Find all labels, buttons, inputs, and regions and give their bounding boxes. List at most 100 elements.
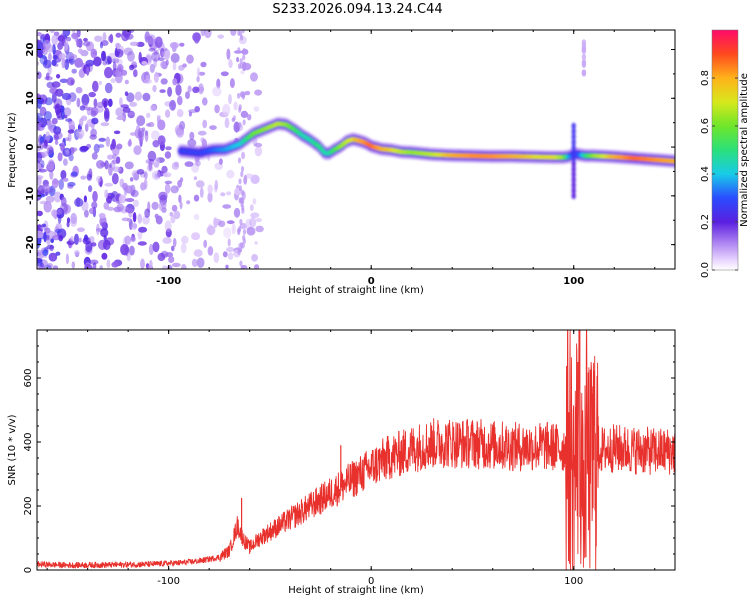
ridge-streak bbox=[571, 181, 576, 189]
noise-blob bbox=[240, 166, 245, 172]
noise-blob bbox=[89, 236, 95, 244]
noise-blob bbox=[140, 258, 145, 269]
noise-blob bbox=[193, 249, 203, 257]
noise-blob bbox=[231, 117, 236, 123]
snr-frame bbox=[36, 329, 676, 571]
noise-blob bbox=[67, 129, 75, 134]
noise-blob bbox=[203, 239, 208, 248]
noise-blob bbox=[169, 99, 177, 111]
noise-blob bbox=[50, 238, 54, 244]
noise-blob bbox=[67, 181, 76, 187]
noise-blob bbox=[37, 168, 47, 173]
noise-blob bbox=[151, 103, 158, 111]
spectrogram-ridge bbox=[176, 116, 675, 200]
noise-blob bbox=[101, 252, 108, 260]
noise-blob bbox=[55, 88, 64, 97]
noise-blob bbox=[65, 149, 70, 155]
noise-blob bbox=[98, 212, 106, 219]
noise-blob bbox=[240, 265, 244, 269]
noise-blob bbox=[172, 62, 177, 71]
noise-blob bbox=[77, 133, 83, 140]
noise-blob bbox=[37, 163, 45, 170]
noise-blob bbox=[59, 144, 65, 151]
noise-blob bbox=[70, 171, 78, 177]
noise-blob bbox=[81, 93, 90, 106]
noise-blob bbox=[241, 30, 245, 34]
noise-blob bbox=[124, 161, 134, 170]
noise-blob bbox=[239, 260, 243, 267]
noise-blob bbox=[119, 97, 123, 107]
noise-blob bbox=[163, 48, 171, 60]
noise-blob bbox=[130, 236, 136, 243]
noise-blob bbox=[177, 179, 183, 188]
noise-blob bbox=[212, 86, 222, 97]
noise-blob bbox=[46, 234, 50, 241]
noise-blob bbox=[220, 71, 229, 77]
noise-blob bbox=[246, 226, 256, 236]
noise-blob bbox=[240, 70, 245, 75]
noise-blob bbox=[237, 47, 241, 54]
noise-blob bbox=[162, 265, 168, 269]
noise-blob bbox=[40, 160, 45, 168]
noise-blob bbox=[157, 252, 166, 262]
noise-blob bbox=[237, 157, 242, 164]
noise-blob bbox=[79, 118, 84, 127]
noise-blob bbox=[63, 177, 69, 182]
ridge-streak bbox=[571, 133, 576, 141]
noise-blob bbox=[132, 223, 138, 229]
noise-blob bbox=[229, 78, 235, 89]
noise-blob bbox=[254, 89, 262, 96]
noise-blob bbox=[48, 52, 52, 62]
noise-blob bbox=[165, 146, 172, 151]
noise-blob bbox=[92, 80, 99, 93]
noise-blob bbox=[180, 243, 187, 254]
noise-blob bbox=[241, 61, 247, 72]
noise-blob bbox=[236, 56, 240, 63]
noise-blob bbox=[228, 94, 232, 105]
noise-blob bbox=[37, 98, 42, 110]
noise-blob bbox=[242, 119, 246, 126]
noise-blob bbox=[213, 184, 218, 193]
noise-blob bbox=[124, 208, 134, 213]
noise-blob bbox=[102, 32, 107, 42]
noise-blob bbox=[37, 152, 43, 164]
noise-blob bbox=[175, 126, 185, 138]
y-tick-label: 0 bbox=[25, 144, 36, 151]
noise-blob bbox=[154, 157, 160, 167]
noise-blob bbox=[231, 223, 236, 235]
noise-blob bbox=[42, 59, 52, 69]
noise-blob bbox=[110, 160, 116, 171]
noise-blob bbox=[177, 95, 183, 106]
noise-blob bbox=[127, 110, 135, 119]
noise-blob bbox=[222, 104, 231, 116]
noise-blob bbox=[581, 60, 587, 67]
noise-blob bbox=[202, 119, 208, 129]
noise-blob bbox=[255, 225, 264, 233]
noise-blob bbox=[152, 85, 157, 93]
noise-blob bbox=[254, 146, 263, 157]
noise-blob bbox=[37, 249, 43, 254]
noise-blob bbox=[37, 185, 45, 195]
noise-blob bbox=[112, 153, 117, 160]
noise-blob bbox=[126, 252, 131, 262]
noise-blob bbox=[192, 86, 200, 94]
noise-blob bbox=[104, 82, 113, 94]
noise-blob bbox=[57, 152, 63, 162]
noise-blob bbox=[101, 50, 106, 62]
noise-blob bbox=[216, 78, 221, 89]
noise-blob bbox=[155, 49, 159, 55]
noise-blob bbox=[207, 246, 214, 256]
noise-blob bbox=[238, 104, 242, 111]
noise-blob bbox=[52, 54, 58, 60]
noise-blob bbox=[65, 137, 70, 142]
noise-blob bbox=[220, 192, 226, 197]
noise-blob bbox=[45, 195, 55, 203]
noise-blob bbox=[250, 212, 260, 218]
noise-blob bbox=[127, 140, 132, 147]
noise-blob bbox=[113, 130, 121, 135]
noise-blob bbox=[115, 42, 121, 49]
noise-blob bbox=[105, 55, 112, 65]
snr-series-line bbox=[37, 330, 675, 570]
noise-blob bbox=[242, 47, 246, 54]
x-tick-label: 100 bbox=[564, 576, 583, 587]
